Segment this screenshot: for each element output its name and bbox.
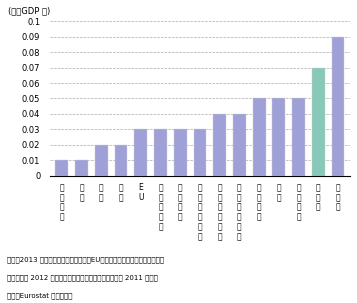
Bar bbox=[193, 129, 206, 176]
Bar bbox=[55, 160, 68, 176]
Text: (％、GDP 比): (％、GDP 比) bbox=[8, 6, 50, 15]
Bar bbox=[292, 98, 305, 176]
Text: 備考：2013 年、若しくは直近の数値（EU、中国、フランス、ドイツ、スイ: 備考：2013 年、若しくは直近の数値（EU、中国、フランス、ドイツ、スイ bbox=[7, 256, 164, 263]
Bar bbox=[95, 145, 108, 176]
Bar bbox=[213, 114, 226, 176]
Bar bbox=[233, 114, 246, 176]
Bar bbox=[115, 145, 127, 176]
Text: ス、米国は 2012 年、オーストリア、ベルギー、日本は 2011 年）。: ス、米国は 2012 年、オーストリア、ベルギー、日本は 2011 年）。 bbox=[7, 274, 158, 281]
Bar bbox=[332, 37, 345, 176]
Bar bbox=[253, 98, 266, 176]
Bar bbox=[312, 68, 325, 176]
Bar bbox=[75, 160, 88, 176]
Bar bbox=[134, 129, 147, 176]
Bar bbox=[154, 129, 167, 176]
Text: 資料：Eurostat から作成。: 資料：Eurostat から作成。 bbox=[7, 292, 72, 299]
Bar bbox=[272, 98, 285, 176]
Bar bbox=[174, 129, 187, 176]
